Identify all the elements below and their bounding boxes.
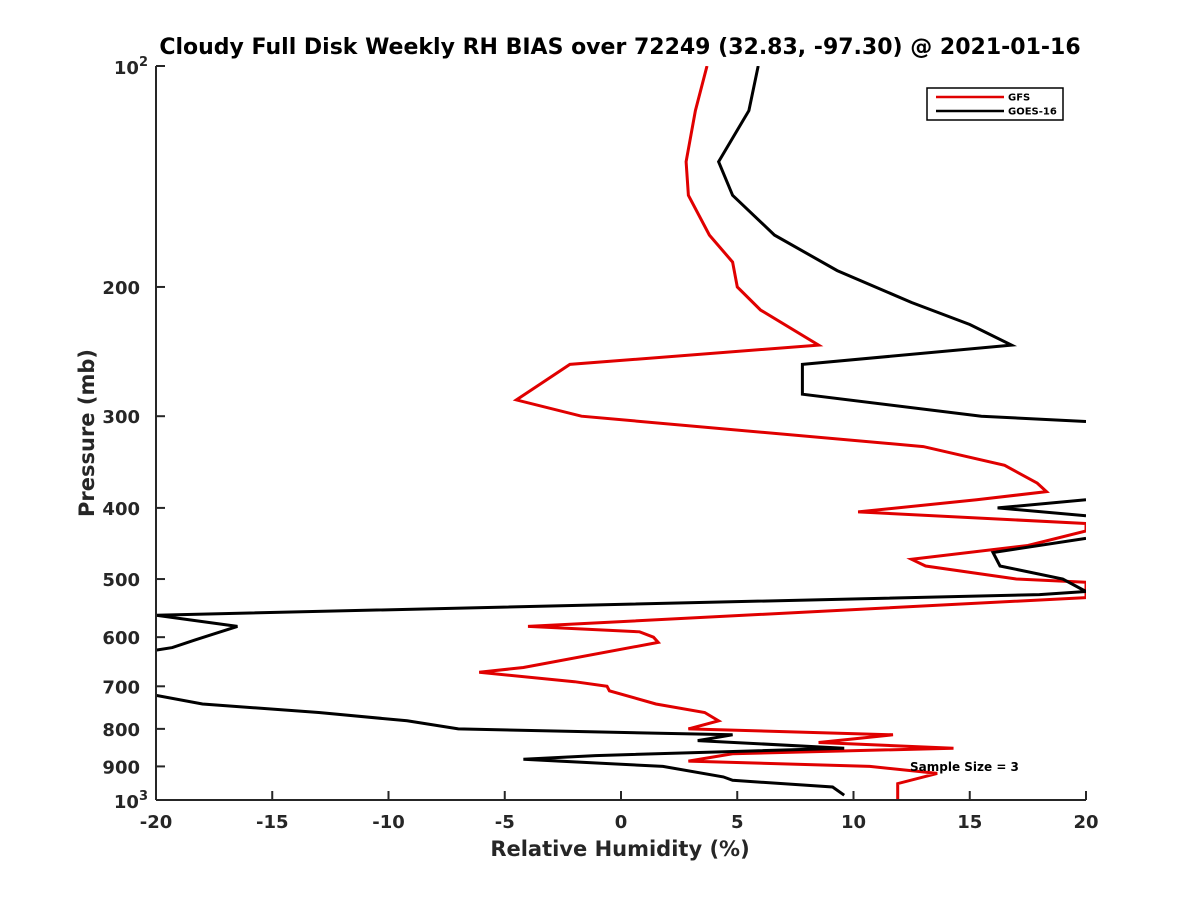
series-line-goes16 (156, 66, 1086, 797)
x-axis-label: Relative Humidity (%) (490, 837, 749, 861)
x-tick-label: -5 (495, 812, 515, 833)
plot-lines (156, 66, 1086, 800)
legend-label-gfs: GFS (1008, 93, 1030, 104)
x-tick-label: -10 (372, 812, 405, 833)
sample-size-annotation: Sample Size = 3 (910, 760, 1019, 774)
x-tick-label: -20 (140, 812, 173, 833)
y-tick-label: 700 (102, 677, 140, 698)
y-axis-label: Pressure (mb) (75, 349, 99, 517)
y-tick-label: 300 (102, 407, 140, 428)
y-tick-label: 102 (114, 55, 148, 79)
legend-label-goes16: GOES-16 (1008, 107, 1057, 118)
x-tick-label: 0 (615, 812, 628, 833)
y-tick-label: 103 (114, 789, 148, 813)
x-axis-ticks: -20 -15 -10 -5 0 5 10 15 20 (140, 791, 1099, 833)
y-axis-ticks: 102 200 300 400 500 600 700 800 900 103 (102, 55, 165, 813)
chart-title: Cloudy Full Disk Weekly RH BIAS over 722… (159, 35, 1080, 60)
series-line-gfs (479, 66, 1086, 800)
x-tick-label: 20 (1073, 812, 1098, 833)
x-tick-label: -15 (256, 812, 289, 833)
x-tick-label: 5 (731, 812, 744, 833)
x-tick-label: 10 (841, 812, 866, 833)
y-tick-label: 500 (102, 570, 140, 591)
y-tick-label: 900 (102, 757, 140, 778)
y-tick-label: 200 (102, 278, 140, 299)
y-tick-label: 600 (102, 628, 140, 649)
axes (155, 66, 1086, 801)
legend-box (926, 87, 1064, 121)
y-tick-label: 400 (102, 499, 140, 520)
legend: GFS GOES-16 (926, 87, 1064, 121)
x-tick-label: 15 (957, 812, 982, 833)
y-tick-label: 800 (102, 720, 140, 741)
